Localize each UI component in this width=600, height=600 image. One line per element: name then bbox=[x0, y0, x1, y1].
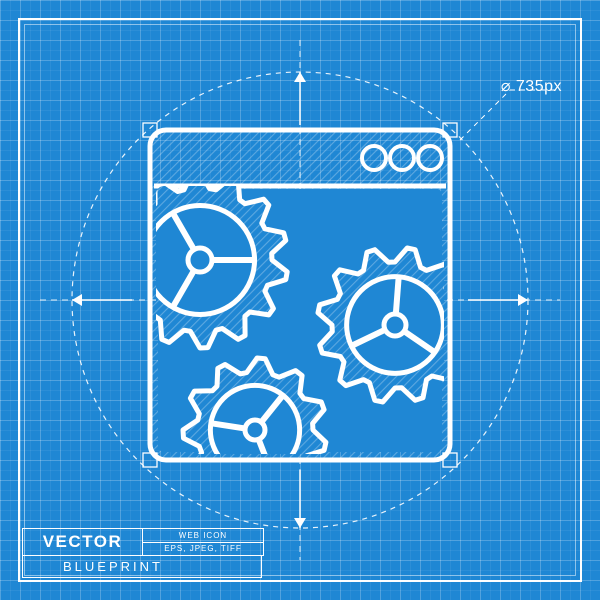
legend-web-icon: WEB ICON bbox=[143, 529, 263, 543]
legend-box: VECTOR WEB ICON EPS, JPEG, TIFF BLUEPRIN… bbox=[22, 528, 264, 578]
diameter-label: ⌀ 735px bbox=[501, 76, 562, 96]
legend-blueprint: BLUEPRINT bbox=[22, 556, 262, 578]
legend-vector: VECTOR bbox=[23, 529, 143, 555]
legend-formats: EPS, JPEG, TIFF bbox=[143, 543, 263, 556]
